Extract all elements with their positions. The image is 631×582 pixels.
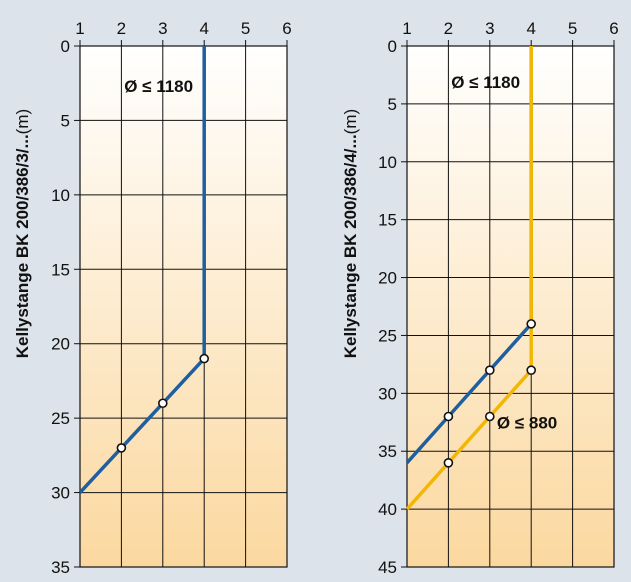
x-tick-label: 3 — [485, 19, 494, 38]
x-tick-label: 5 — [241, 19, 250, 38]
data-point-marker — [443, 457, 454, 468]
x-tick-label: 2 — [444, 19, 453, 38]
data-point-marker — [526, 319, 537, 329]
plot-area — [407, 46, 614, 567]
y-axis-label: Kellystange BK 200/386/3/...(m) — [13, 109, 32, 358]
data-point-marker — [484, 365, 495, 375]
y-tick-label: 35 — [51, 558, 70, 577]
y-axis-label-unit: (m) — [341, 109, 360, 134]
x-tick-label: 6 — [609, 19, 618, 38]
y-tick-label: 0 — [61, 37, 70, 56]
annotation-label: Ø ≤ 880 — [497, 413, 557, 432]
x-tick-label: 3 — [158, 19, 167, 38]
x-tick-label: 6 — [282, 19, 291, 38]
y-tick-label: 5 — [61, 111, 70, 130]
y-tick-label: 25 — [51, 409, 70, 428]
y-tick-label: 15 — [378, 211, 397, 230]
data-point-marker — [199, 353, 209, 364]
x-tick-label: 4 — [199, 19, 208, 38]
x-tick-label: 1 — [402, 19, 411, 38]
data-point-marker — [116, 443, 127, 453]
x-tick-label: 1 — [75, 19, 84, 38]
y-axis-label-text: Kellystange BK 200/386/4/... — [341, 134, 360, 358]
y-tick-label: 20 — [51, 335, 70, 354]
x-tick-label: 4 — [526, 19, 535, 38]
annotation-label: Ø ≤ 1180 — [124, 77, 193, 96]
left-chart: 1 2 3 4 5 6 0 5 10 15 20 25 30 35 Kellystange BK 200/3… — [13, 19, 292, 577]
y-tick-label: 30 — [51, 484, 70, 503]
y-axis-label-text: Kellystange BK 200/386/3/... — [13, 134, 32, 358]
y-tick-label: 5 — [388, 95, 397, 114]
data-point-marker — [158, 398, 168, 409]
y-tick-label: 40 — [378, 500, 397, 519]
data-point-marker — [443, 411, 454, 422]
x-tick-label: 2 — [117, 19, 126, 38]
y-axis-label-unit: (m) — [13, 109, 32, 134]
plot-area — [80, 46, 287, 567]
y-tick-label: 10 — [51, 186, 70, 205]
data-point-marker — [526, 365, 537, 375]
annotation-label: Ø ≤ 1180 — [451, 73, 520, 92]
data-point-marker — [484, 411, 495, 422]
y-tick-label: 35 — [378, 442, 397, 461]
y-axis-label: Kellystange BK 200/386/4/...(m) — [341, 109, 360, 358]
y-tick-label: 45 — [378, 558, 397, 577]
y-tick-label: 0 — [388, 37, 397, 56]
y-tick-label: 20 — [378, 269, 397, 288]
x-tick-label: 5 — [568, 19, 577, 38]
plot-frame — [79, 45, 288, 568]
y-tick-label: 30 — [378, 384, 397, 403]
y-tick-label: 15 — [51, 260, 70, 279]
plot-frame — [406, 45, 615, 568]
y-tick-label: 10 — [378, 153, 397, 172]
y-tick-label: 25 — [378, 326, 397, 345]
